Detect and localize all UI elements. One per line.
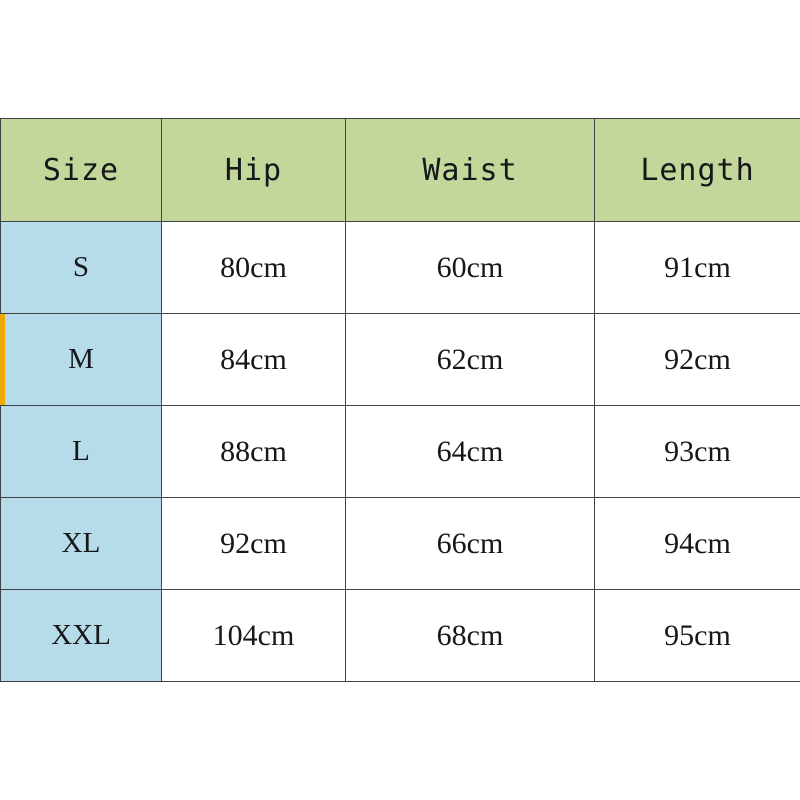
cell-length: 94cm	[594, 497, 800, 590]
cell-hip: 104cm	[161, 589, 346, 682]
column-header-hip: Hip	[161, 118, 346, 222]
cell-size: S	[0, 221, 162, 314]
cell-length: 91cm	[594, 221, 800, 314]
size-chart-table: Size Hip Waist Length S 80cm 60cm 91cm M…	[0, 118, 800, 682]
cell-waist: 68cm	[345, 589, 595, 682]
table-row: XXL 104cm 68cm 95cm	[0, 589, 800, 682]
cell-size: M	[0, 313, 162, 406]
cell-size: XXL	[0, 589, 162, 682]
table-row: XL 92cm 66cm 94cm	[0, 497, 800, 590]
table-header-row: Size Hip Waist Length	[0, 118, 800, 222]
cell-waist: 64cm	[345, 405, 595, 498]
cell-hip: 92cm	[161, 497, 346, 590]
table-row: L 88cm 64cm 93cm	[0, 405, 800, 498]
cell-hip: 80cm	[161, 221, 346, 314]
cell-waist: 62cm	[345, 313, 595, 406]
cell-size: L	[0, 405, 162, 498]
table-row: M 84cm 62cm 92cm	[0, 313, 800, 406]
cell-length: 93cm	[594, 405, 800, 498]
cell-size: XL	[0, 497, 162, 590]
cell-waist: 60cm	[345, 221, 595, 314]
cell-hip: 84cm	[161, 313, 346, 406]
cell-length: 95cm	[594, 589, 800, 682]
table-row: S 80cm 60cm 91cm	[0, 221, 800, 314]
row-highlight-marker	[0, 314, 5, 405]
column-header-length: Length	[594, 118, 800, 222]
cell-length: 92cm	[594, 313, 800, 406]
column-header-waist: Waist	[345, 118, 595, 222]
cell-waist: 66cm	[345, 497, 595, 590]
column-header-size: Size	[0, 118, 162, 222]
cell-hip: 88cm	[161, 405, 346, 498]
